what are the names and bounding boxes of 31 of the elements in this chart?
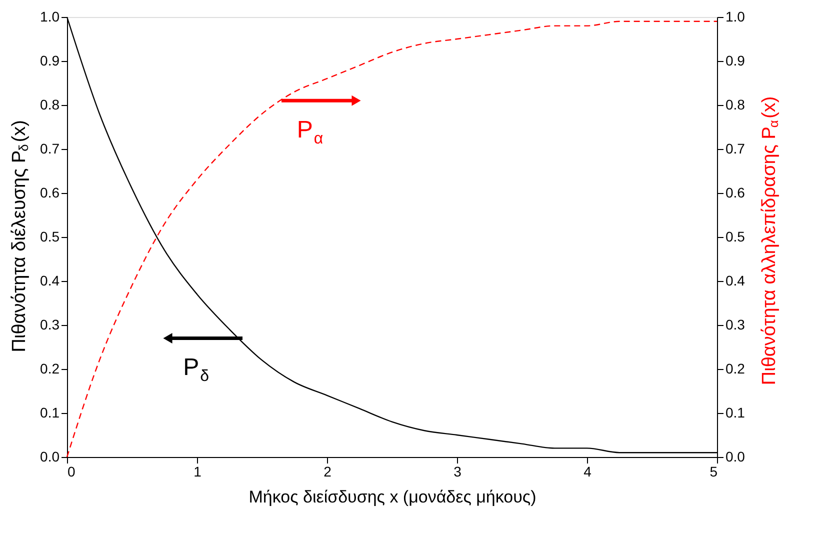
x-tick-label: 0 (68, 464, 76, 480)
y2-tick-label: 0.7 (726, 140, 746, 156)
x-tick-label: 2 (324, 464, 332, 480)
y2-tick-label: 0.0 (726, 448, 746, 464)
y2-tick-label: 0.8 (726, 96, 746, 112)
y2-tick-label: 0.3 (726, 316, 746, 332)
y2-tick-label: 0.5 (726, 228, 746, 244)
y-tick-label: 0.7 (40, 140, 60, 156)
y-tick-label: 0.1 (40, 404, 60, 420)
y-tick-label: 0.0 (40, 448, 60, 464)
y2-tick-label: 0.9 (726, 52, 746, 68)
y-axis-title: Πιθανότητα διέλευσης Pδ(x) (9, 120, 31, 352)
x-tick-label: 3 (454, 464, 462, 480)
y-tick-label: 0.2 (40, 360, 60, 376)
y2-tick-label: 1.0 (726, 8, 746, 24)
y2-tick-label: 0.4 (726, 272, 746, 288)
y-tick-label: 0.5 (40, 228, 60, 244)
x-tick-label: 1 (194, 464, 202, 480)
x-tick-label: 5 (710, 464, 718, 480)
y2-tick-label: 0.6 (726, 184, 746, 200)
y-tick-label: 0.8 (40, 96, 60, 112)
x-axis-title: Μήκος διείσδυσης x (μονάδες μήκους) (248, 488, 536, 506)
y2-axis-title: Πιθανότητα αλληλεπίδρασης Pα(x) (759, 96, 781, 386)
y-tick-label: 0.3 (40, 316, 60, 332)
y-tick-label: 0.9 (40, 52, 60, 68)
x-tick-label: 4 (584, 464, 592, 480)
y2-tick-label: 0.1 (726, 404, 746, 420)
y-tick-label: 0.4 (40, 272, 60, 288)
y-tick-label: 1.0 (40, 8, 60, 24)
y2-tick-label: 0.2 (726, 360, 746, 376)
y-tick-label: 0.6 (40, 184, 60, 200)
